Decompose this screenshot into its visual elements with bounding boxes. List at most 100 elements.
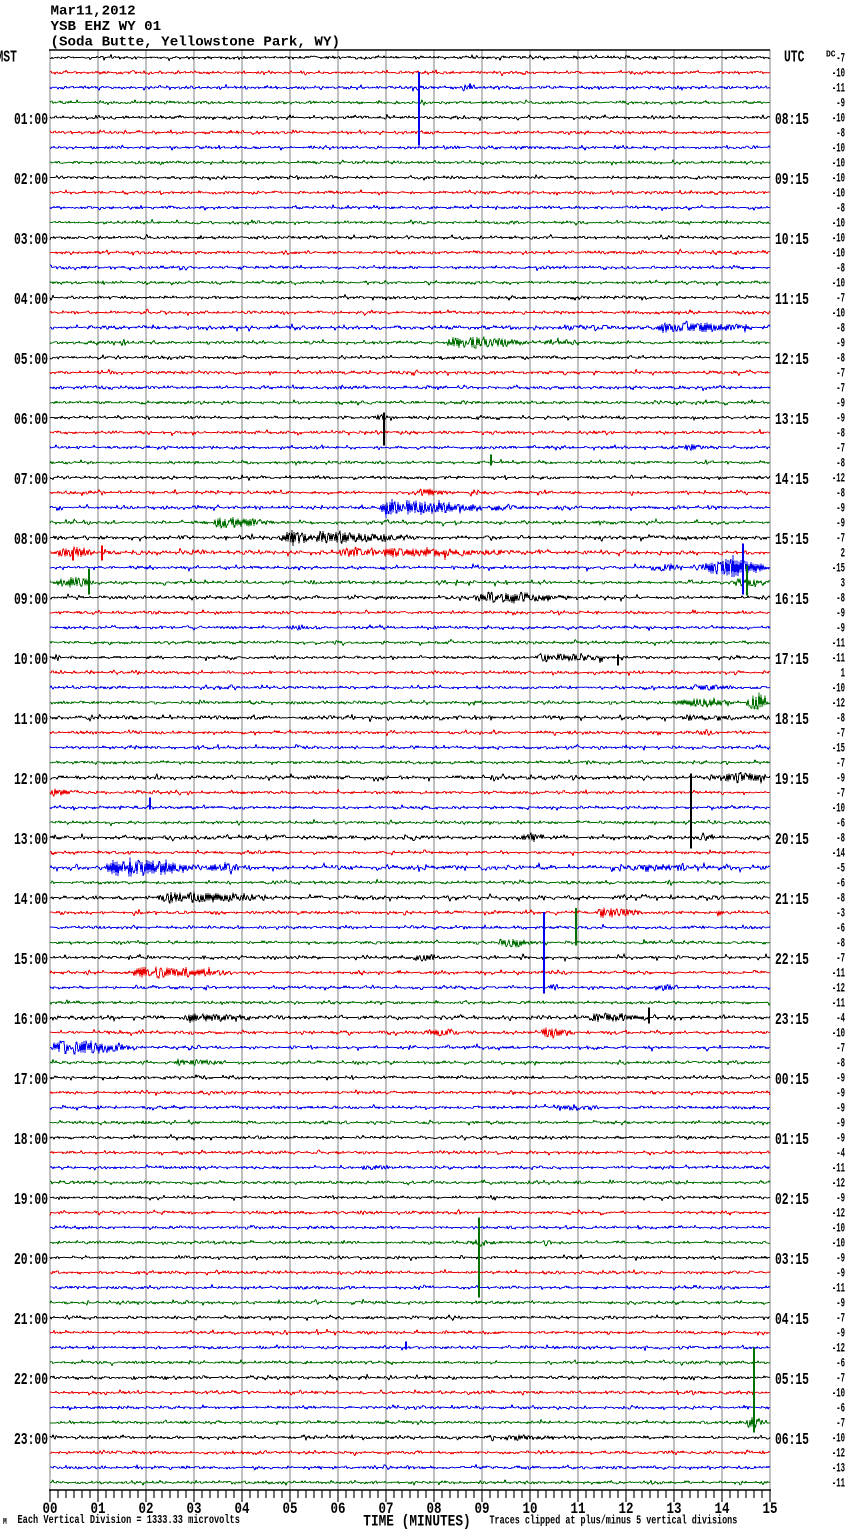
svg-text:-11: -11 (832, 997, 845, 1012)
svg-text:MST: MST (0, 49, 17, 68)
svg-text:-10: -10 (832, 232, 845, 247)
svg-text:22:00: 22:00 (14, 1371, 48, 1390)
svg-text:-7: -7 (836, 757, 845, 772)
svg-text:(Soda Butte, Yellowstone Park,: (Soda Butte, Yellowstone Park, WY) (51, 35, 340, 51)
svg-text:-10: -10 (832, 1432, 845, 1447)
svg-text:-14: -14 (832, 847, 845, 862)
svg-text:-10: -10 (832, 172, 845, 187)
svg-text:16:00: 16:00 (14, 1011, 48, 1030)
svg-text:-10: -10 (832, 1222, 845, 1237)
svg-text:01:15: 01:15 (775, 1131, 809, 1150)
svg-text:-9: -9 (836, 1297, 845, 1312)
svg-text:-9: -9 (836, 1087, 845, 1102)
svg-text:10:15: 10:15 (775, 231, 809, 250)
svg-text:06: 06 (331, 1501, 346, 1519)
svg-text:17:00: 17:00 (14, 1071, 48, 1090)
svg-text:-11: -11 (832, 637, 845, 652)
svg-text:18:15: 18:15 (775, 711, 809, 730)
svg-text:05:00: 05:00 (14, 351, 48, 370)
svg-text:00: 00 (43, 1501, 58, 1519)
svg-text:21:15: 21:15 (775, 891, 809, 910)
svg-text:14: 14 (715, 1501, 730, 1519)
svg-text:-9: -9 (836, 772, 845, 787)
svg-text:-10: -10 (832, 142, 845, 157)
svg-text:-9: -9 (836, 1327, 845, 1342)
svg-text:-9: -9 (836, 1132, 845, 1147)
svg-text:00:15: 00:15 (775, 1071, 809, 1090)
svg-text:12:15: 12:15 (775, 351, 809, 370)
svg-text:Traces clipped at plus/minus 5: Traces clipped at plus/minus 5 vertical … (490, 1514, 738, 1528)
svg-text:-10: -10 (832, 1237, 845, 1252)
svg-text:03:00: 03:00 (14, 231, 48, 250)
svg-text:-11: -11 (832, 82, 845, 97)
svg-text:-8: -8 (836, 457, 845, 472)
svg-text:04:00: 04:00 (14, 291, 48, 310)
svg-text:-7: -7 (836, 727, 845, 742)
svg-text:-10: -10 (832, 307, 845, 322)
svg-text:-6: -6 (836, 817, 845, 832)
svg-text:-11: -11 (832, 1477, 845, 1492)
svg-text:01: 01 (91, 1501, 106, 1519)
svg-text:10: 10 (523, 1501, 538, 1519)
svg-text:-8: -8 (836, 127, 845, 142)
svg-text:-10: -10 (832, 1387, 845, 1402)
svg-text:08: 08 (427, 1501, 442, 1519)
svg-text:-7: -7 (836, 1312, 845, 1327)
svg-text:13:15: 13:15 (775, 411, 809, 430)
svg-text:-10: -10 (832, 277, 845, 292)
svg-text:20:15: 20:15 (775, 831, 809, 850)
svg-text:-12: -12 (832, 1447, 845, 1462)
svg-text:-10: -10 (832, 1027, 845, 1042)
svg-text:1: 1 (841, 667, 845, 682)
svg-text:-12: -12 (832, 472, 845, 487)
svg-text:-9: -9 (836, 1267, 845, 1282)
svg-text:2: 2 (841, 547, 845, 562)
svg-text:-8: -8 (836, 832, 845, 847)
svg-text:13: 13 (667, 1501, 682, 1519)
svg-text:18:00: 18:00 (14, 1131, 48, 1150)
svg-text:13:00: 13:00 (14, 831, 48, 850)
svg-text:09:00: 09:00 (14, 591, 48, 610)
svg-text:-7: -7 (836, 382, 845, 397)
svg-text:-9: -9 (836, 1117, 845, 1132)
svg-text:-8: -8 (836, 427, 845, 442)
svg-text:-4: -4 (836, 1012, 845, 1027)
svg-text:01:00: 01:00 (14, 111, 48, 130)
svg-text:-7: -7 (836, 52, 845, 67)
svg-text:15:00: 15:00 (14, 951, 48, 970)
svg-text:-7: -7 (836, 367, 845, 382)
svg-text:-10: -10 (832, 802, 845, 817)
svg-text:07:00: 07:00 (14, 471, 48, 490)
svg-text:08:15: 08:15 (775, 111, 809, 130)
svg-text:23:15: 23:15 (775, 1011, 809, 1030)
svg-text:-6: -6 (836, 877, 845, 892)
svg-text:DC: DC (826, 49, 836, 60)
svg-text:-11: -11 (832, 967, 845, 982)
svg-text:TIME (MINUTES): TIME (MINUTES) (363, 1513, 470, 1531)
svg-text:-7: -7 (836, 1417, 845, 1432)
svg-text:05: 05 (283, 1501, 298, 1519)
svg-text:-8: -8 (836, 322, 845, 337)
svg-text:-10: -10 (832, 67, 845, 82)
svg-text:20:00: 20:00 (14, 1251, 48, 1270)
svg-text:-12: -12 (832, 1177, 845, 1192)
svg-text:19:00: 19:00 (14, 1191, 48, 1210)
svg-text:06:15: 06:15 (775, 1431, 809, 1450)
svg-text:07: 07 (379, 1501, 394, 1519)
svg-text:-7: -7 (836, 442, 845, 457)
svg-text:-8: -8 (836, 487, 845, 502)
svg-text:-7: -7 (836, 532, 845, 547)
svg-text:-7: -7 (836, 787, 845, 802)
svg-text:-8: -8 (836, 592, 845, 607)
svg-text:-9: -9 (836, 502, 845, 517)
svg-text:04:15: 04:15 (775, 1311, 809, 1330)
svg-text:M: M (3, 1518, 7, 1527)
svg-text:-9: -9 (836, 337, 845, 352)
svg-text:-12: -12 (832, 1207, 845, 1222)
svg-text:-5: -5 (836, 862, 845, 877)
svg-text:15: 15 (763, 1501, 778, 1519)
svg-text:-15: -15 (832, 562, 845, 577)
svg-text:-9: -9 (836, 412, 845, 427)
svg-text:05:15: 05:15 (775, 1371, 809, 1390)
svg-text:Mar11,2012: Mar11,2012 (51, 4, 136, 20)
